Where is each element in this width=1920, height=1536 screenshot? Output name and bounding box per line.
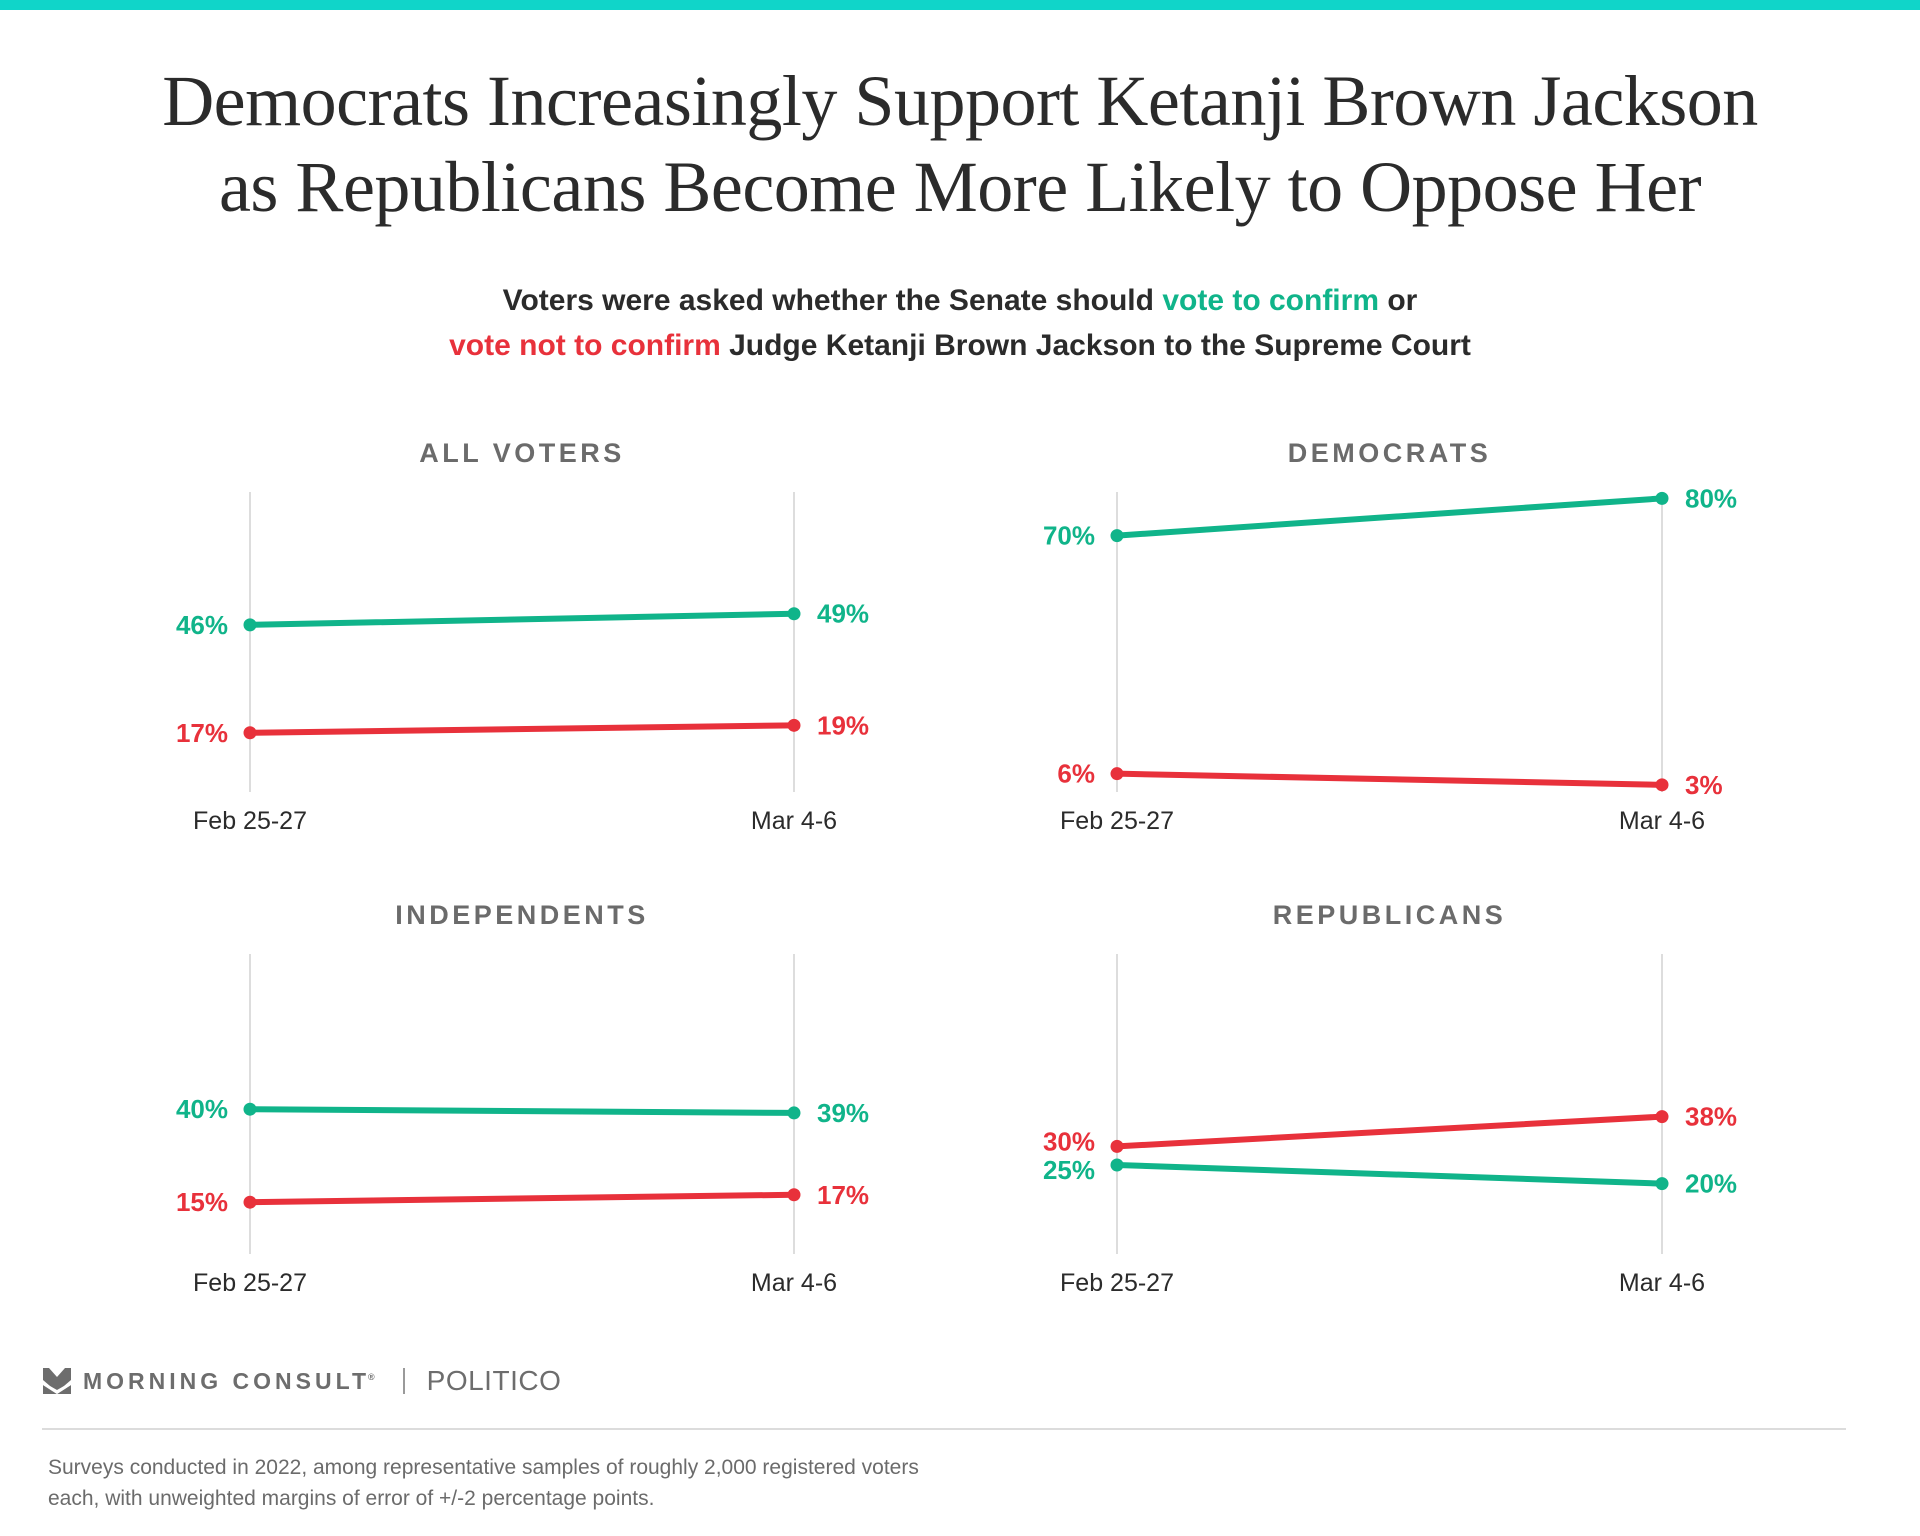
- x-tick-label: Mar 4-6: [1619, 1269, 1705, 1297]
- subtitle: Voters were asked whether the Senate sho…: [0, 278, 1920, 368]
- series-line-vote-to-confirm: [1114, 1162, 1665, 1187]
- data-point-vote-to-confirm: [1110, 1158, 1124, 1172]
- data-point-vote-not-to-confirm: [243, 1195, 257, 1209]
- accent-top-bar: [0, 0, 1920, 10]
- data-point-vote-not-to-confirm: [1655, 1110, 1669, 1124]
- data-label-vote-not-to-confirm: 15%: [176, 1187, 228, 1217]
- brand-name: MORNING CONSULT: [83, 1367, 371, 1394]
- data-point-vote-not-to-confirm: [1110, 1139, 1124, 1153]
- data-label-vote-not-to-confirm: 6%: [1057, 759, 1095, 789]
- data-label-vote-to-confirm: 70%: [1043, 521, 1095, 551]
- politico-logo-text: POLITICO: [426, 1365, 562, 1396]
- data-point-vote-to-confirm: [787, 1106, 801, 1120]
- subtitle-text: Judge Ketanji Brown Jackson to the Supre…: [720, 329, 1471, 362]
- series-line-vote-not-to-confirm: [247, 722, 797, 736]
- data-point-vote-to-confirm: [1110, 529, 1124, 543]
- panel-title: INDEPENDENTS: [395, 900, 649, 930]
- data-label-vote-to-confirm: 39%: [817, 1098, 869, 1128]
- x-tick-label: Feb 25-27: [193, 807, 307, 835]
- title-line-2: as Republicans Become More Likely to Opp…: [218, 147, 1702, 227]
- data-label-vote-to-confirm: 46%: [176, 610, 228, 640]
- page-title: Democrats Increasingly Support Ketanji B…: [0, 58, 1920, 230]
- subtitle-not-confirm-highlight: vote not to confirm: [449, 329, 721, 362]
- series-line-vote-not-to-confirm: [1114, 770, 1665, 788]
- logo-separator: [402, 1368, 405, 1394]
- subtitle-line-1: Voters were asked whether the Senate sho…: [0, 278, 1920, 323]
- x-tick-label: Feb 25-27: [193, 1269, 307, 1297]
- data-point-vote-not-to-confirm: [1110, 767, 1124, 781]
- series-line-vote-to-confirm: [247, 610, 797, 628]
- panel-title: ALL VOTERS: [419, 438, 625, 468]
- series-line-vote-not-to-confirm: [247, 1191, 797, 1206]
- series-line-vote-to-confirm: [1114, 495, 1665, 539]
- chart-panel-independents: INDEPENDENTS Feb 25-27 Mar 4-6 40% 39% 15% 17%: [176, 900, 869, 1297]
- data-point-vote-not-to-confirm: [787, 1188, 801, 1202]
- data-label-vote-to-confirm: 25%: [1043, 1155, 1095, 1185]
- data-point-vote-to-confirm: [1655, 491, 1669, 505]
- methodology-note: Surveys conducted in 2022, among represe…: [48, 1452, 919, 1514]
- subtitle-text: Voters were asked whether the Senate sho…: [502, 284, 1163, 317]
- footer-logos: MORNING CONSULT® POLITICO: [43, 1365, 562, 1396]
- data-point-vote-to-confirm: [243, 1102, 257, 1116]
- data-point-vote-not-to-confirm: [787, 718, 801, 732]
- data-label-vote-to-confirm: 20%: [1685, 1169, 1737, 1199]
- data-label-vote-not-to-confirm: 30%: [1043, 1126, 1095, 1156]
- footer-divider: [42, 1428, 1846, 1430]
- data-label-vote-not-to-confirm: 17%: [176, 718, 228, 748]
- data-label-vote-to-confirm: 80%: [1685, 483, 1737, 513]
- panel-title: DEMOCRATS: [1288, 438, 1492, 468]
- subtitle-line-2: vote not to confirm Judge Ketanji Brown …: [0, 323, 1920, 368]
- registered-mark: ®: [368, 1371, 379, 1382]
- subtitle-text: or: [1379, 284, 1418, 317]
- subtitle-confirm-highlight: vote to confirm: [1162, 284, 1379, 317]
- data-label-vote-not-to-confirm: 19%: [817, 710, 869, 740]
- data-label-vote-to-confirm: 49%: [817, 599, 869, 629]
- methodology-line-1: Surveys conducted in 2022, among represe…: [48, 1456, 919, 1479]
- title-line-1: Democrats Increasingly Support Ketanji B…: [162, 61, 1758, 141]
- series-line-vote-not-to-confirm: [1114, 1113, 1665, 1150]
- data-point-vote-not-to-confirm: [243, 726, 257, 740]
- series-line-vote-to-confirm: [247, 1106, 797, 1116]
- chart-panel-republicans: REPUBLICANS Feb 25-27 Mar 4-6 25% 20% 30% 38%: [1043, 900, 1737, 1297]
- x-tick-label: Mar 4-6: [751, 807, 837, 835]
- data-label-vote-to-confirm: 40%: [176, 1094, 228, 1124]
- x-tick-label: Feb 25-27: [1060, 807, 1174, 835]
- morning-consult-chevron-icon: [43, 1368, 71, 1394]
- data-point-vote-to-confirm: [1655, 1177, 1669, 1191]
- data-label-vote-not-to-confirm: 17%: [817, 1180, 869, 1210]
- data-point-vote-not-to-confirm: [1655, 778, 1669, 792]
- data-label-vote-not-to-confirm: 38%: [1685, 1102, 1737, 1132]
- morning-consult-logo-text: MORNING CONSULT®: [83, 1368, 379, 1395]
- data-point-vote-to-confirm: [787, 607, 801, 621]
- chart-panel-democrats: DEMOCRATS Feb 25-27 Mar 4-6 70% 80% 6% 3%: [1043, 438, 1737, 835]
- x-tick-label: Mar 4-6: [751, 1269, 837, 1297]
- data-point-vote-to-confirm: [243, 618, 257, 632]
- chart-panel-all-voters: ALL VOTERS Feb 25-27 Mar 4-6 46% 49% 17% 19%: [176, 438, 869, 835]
- data-label-vote-not-to-confirm: 3%: [1685, 770, 1723, 800]
- x-tick-label: Mar 4-6: [1619, 807, 1705, 835]
- x-tick-label: Feb 25-27: [1060, 1269, 1174, 1297]
- methodology-line-2: each, with unweighted margins of error o…: [48, 1487, 655, 1510]
- panel-title: REPUBLICANS: [1273, 900, 1507, 930]
